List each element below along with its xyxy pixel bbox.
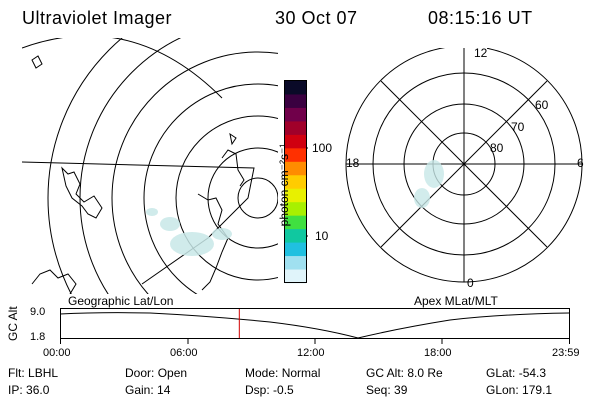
polar-mlt-label-18: 18 (346, 156, 360, 170)
footer-key: Seq: (366, 383, 391, 397)
colorbar-band (285, 269, 306, 284)
altitude-x-ticks (60, 339, 570, 344)
footer-gain: Gain: 14 (125, 383, 170, 397)
altitude-y-tick-1: 1.8 (30, 331, 46, 343)
colorbar-tick-label-100: 100 (312, 141, 333, 155)
footer-key: Dsp: (245, 383, 270, 397)
altitude-x-tick-0000: 00:00 (43, 347, 71, 359)
colorbar-bands (285, 81, 306, 284)
footer-value: -0.5 (273, 383, 294, 397)
footer-value: 14 (157, 383, 171, 397)
footer-key: GLon: (486, 383, 519, 397)
altitude-x-tick-0600: 06:00 (170, 347, 198, 359)
polar-diagonal-2 (380, 80, 548, 248)
colorbar-band (285, 188, 306, 203)
colorbar-band (285, 94, 306, 109)
emission-region (146, 208, 232, 256)
footer-value: -54.3 (518, 366, 547, 380)
altitude-x-tick-2359: 23:59 (552, 347, 580, 359)
polar-lat-label-70: 70 (511, 120, 525, 134)
fov-boundary (22, 161, 255, 285)
polar-plot-label: Apex MLat/MLT (414, 294, 498, 308)
fov-upper-arc (22, 38, 223, 99)
colorbar-band (285, 175, 306, 190)
polar-plot (345, 48, 583, 283)
colorbar-band (285, 134, 306, 149)
footer-value: Open (157, 366, 188, 380)
colorbar-band (285, 229, 306, 244)
footer-value: 39 (394, 383, 408, 397)
footer-key: GC Alt: (366, 366, 405, 380)
colorbar-tick-label-10: 10 (315, 229, 329, 243)
coastline-northern-island (61, 166, 103, 219)
altitude-y-tick-9: 9.0 (30, 306, 46, 318)
altitude-curve (60, 312, 570, 339)
footer-key: GLat: (486, 366, 516, 380)
footer-key: Gain: (125, 383, 154, 397)
footer-flt: Flt: LBHL (8, 366, 58, 380)
footer-key: Door: (125, 366, 155, 380)
footer-value: Normal (281, 366, 321, 380)
colorbar-band (285, 81, 306, 95)
altitude-axis-title: GC Alt (6, 306, 20, 341)
altitude-x-tick-1200: 12:00 (297, 347, 325, 359)
time-label: 08:15:16 UT (428, 8, 533, 28)
footer-mode: Mode: Normal (245, 366, 320, 380)
footer-key: IP: (8, 383, 23, 397)
colorbar-unit-label: photon cm⁻²s⁻¹ (277, 143, 291, 227)
polar-mlt-label-12: 12 (474, 46, 488, 60)
polar-emission (414, 160, 444, 208)
footer-key: Mode: (245, 366, 279, 380)
polar-lat-label-60: 60 (535, 98, 549, 112)
footer-glon: GLon: 179.1 (486, 383, 552, 397)
footer-value: 179.1 (522, 383, 553, 397)
footer-gc-alt: GC Alt: 8.0 Re (366, 366, 443, 380)
altitude-x-tick-1800: 18:00 (424, 347, 452, 359)
altitude-strip-plot (60, 308, 570, 344)
coastline-island (31, 55, 43, 69)
footer-value: 36.0 (26, 383, 50, 397)
coastline-peninsula (221, 149, 245, 187)
colorbar-band (285, 148, 306, 163)
coastline-islet (229, 132, 237, 146)
footer-value: 8.0 Re (407, 366, 443, 380)
colorbar-band (285, 107, 306, 122)
colorbar-band (285, 242, 306, 257)
polar-mlt-label-6: 6 (577, 156, 584, 170)
colorbar-band (285, 161, 306, 176)
geographic-map-label: Geographic Lat/Lon (68, 294, 174, 308)
colorbar-band (285, 256, 306, 271)
colorbar-band (285, 202, 306, 217)
date-label: 30 Oct 07 (275, 8, 358, 28)
footer-value: LBHL (28, 366, 59, 380)
footer-door: Door: Open (125, 366, 187, 380)
polar-lat-label-80: 80 (490, 141, 504, 155)
colorbar (284, 80, 308, 284)
instrument-title: Ultraviolet Imager (22, 8, 173, 28)
colorbar-band (285, 121, 306, 136)
footer-ip: IP: 36.0 (8, 383, 49, 397)
coastline-south (31, 269, 77, 294)
colorbar-band (285, 215, 306, 230)
polar-mlt-label-0: 0 (467, 276, 474, 290)
footer-glat: GLat: -54.3 (486, 366, 546, 380)
footer-dsp: Dsp: -0.5 (245, 383, 294, 397)
geographic-map (22, 38, 278, 294)
footer-seq: Seq: 39 (366, 383, 407, 397)
footer-key: Flt: (8, 366, 25, 380)
